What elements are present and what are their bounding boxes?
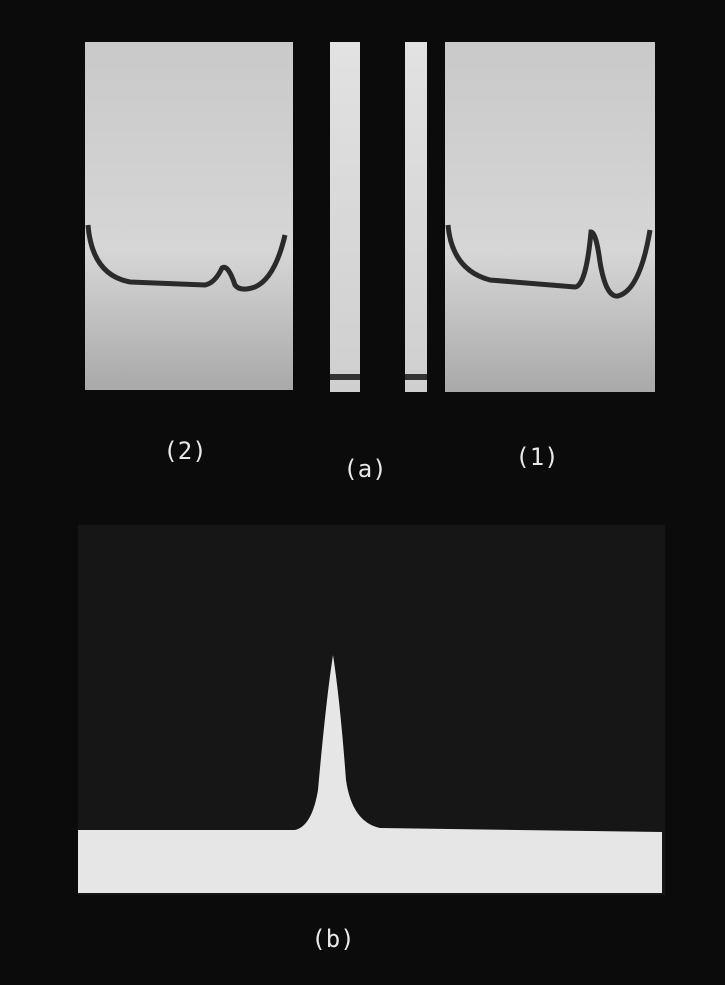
- plate: [85, 42, 293, 390]
- label: (2): [163, 437, 206, 465]
- label: (b): [311, 925, 354, 953]
- schlieren-panel-1: [445, 42, 655, 392]
- figure: (2) (a) (1) (b): [0, 0, 725, 985]
- reference-strip: [405, 42, 427, 392]
- strip-edge: [330, 374, 360, 380]
- strip-edge: [405, 374, 427, 380]
- plate: [445, 42, 655, 392]
- schlieren-panel-2: [85, 42, 293, 390]
- label: (a): [343, 455, 386, 483]
- reference-strip: [330, 42, 360, 392]
- label: (1): [515, 443, 558, 471]
